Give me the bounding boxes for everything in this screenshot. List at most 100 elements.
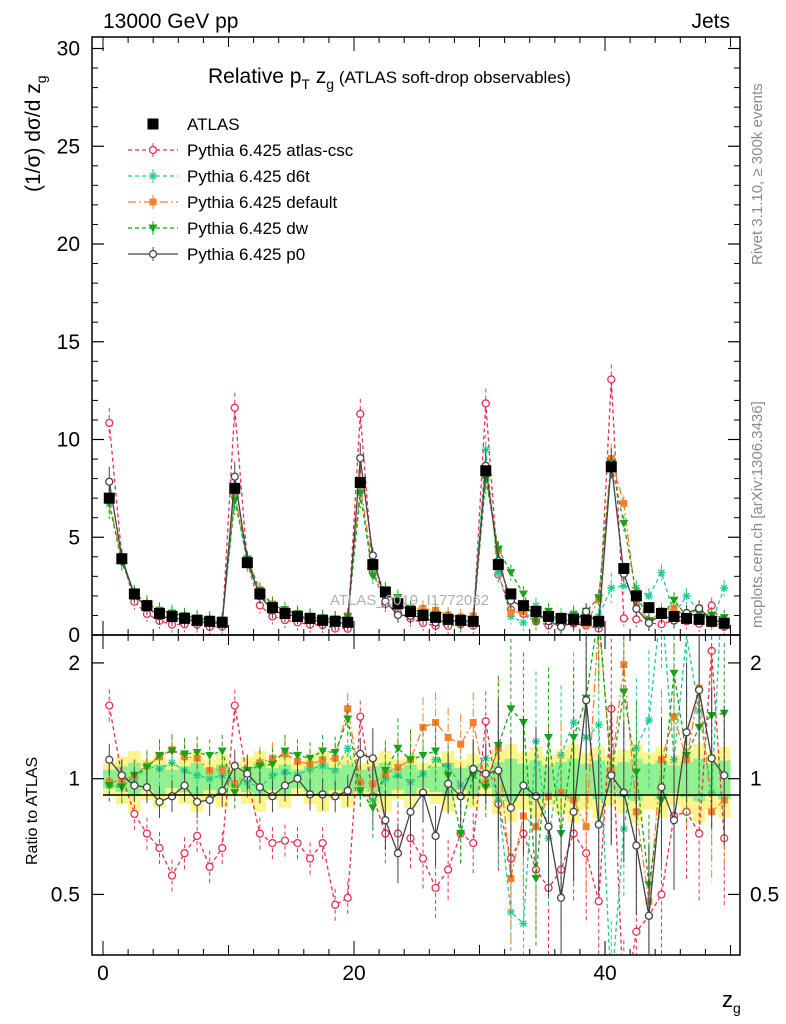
data-point — [148, 145, 158, 155]
data-point — [241, 557, 253, 569]
data-point — [142, 783, 152, 792]
ratio-ylabel: Ratio to ATLAS — [24, 757, 41, 865]
data-point — [443, 865, 453, 874]
data-point — [180, 849, 189, 858]
legend: ATLAS Pythia 6.425 atlas-csc Pythia 6.425 … — [128, 115, 354, 264]
chart-title: Relative pT zg (ATLAS soft-drop observab… — [208, 65, 571, 92]
data-point — [443, 779, 453, 788]
data-point — [619, 688, 629, 697]
legend-entry: Pythia 6.425 dw — [128, 219, 309, 238]
legend-entry: Pythia 6.425 p0 — [128, 245, 305, 264]
data-point — [430, 611, 442, 623]
data-point — [455, 614, 467, 626]
data-point — [193, 771, 202, 780]
data-point — [544, 822, 553, 831]
data-point — [594, 720, 603, 729]
data-point — [230, 472, 239, 481]
data-point — [469, 838, 478, 848]
band-inner — [165, 769, 179, 789]
data-point — [481, 445, 490, 454]
data-point — [280, 836, 290, 845]
data-point — [594, 820, 603, 829]
data-point — [556, 622, 566, 632]
legend-label: Pythia 6.425 atlas-csc — [187, 141, 354, 160]
data-point — [431, 883, 440, 893]
data-point — [694, 829, 704, 838]
data-point — [580, 614, 592, 626]
data-point — [519, 919, 528, 928]
data-point — [481, 717, 490, 726]
data-point — [368, 754, 377, 763]
data-point — [293, 774, 302, 783]
band-inner — [153, 764, 166, 795]
legend-entry: Pythia 6.425 d6t — [128, 167, 310, 186]
ratio-tick-label-left: 1 — [68, 768, 80, 791]
data-point — [706, 615, 718, 627]
legend-entry: Pythia 6.425 default — [128, 193, 338, 212]
ratio-tick-label-left: 0.5 — [51, 883, 80, 906]
data-point — [117, 771, 126, 780]
data-point — [418, 751, 428, 760]
y-tick-label: 10 — [57, 429, 80, 452]
data-point — [280, 747, 290, 756]
data-point — [720, 771, 729, 780]
data-point — [605, 461, 617, 473]
data-point — [531, 792, 541, 801]
series-default — [105, 443, 728, 954]
series-atlas-csc — [105, 364, 729, 954]
series-line-ratio — [108, 650, 725, 954]
data-point — [168, 758, 177, 767]
data-point — [154, 751, 164, 760]
data-point — [618, 563, 630, 575]
data-point — [205, 862, 214, 871]
data-point — [657, 890, 666, 899]
y-tick-label: 25 — [57, 135, 80, 158]
data-point — [305, 754, 315, 763]
data-point — [192, 831, 202, 841]
band-inner — [190, 762, 204, 797]
data-point — [406, 807, 415, 816]
data-point — [148, 224, 158, 233]
data-point — [149, 198, 157, 206]
data-point — [356, 749, 365, 759]
rivet-note: Rivet 3.1.10, ≥ 300k events — [749, 83, 766, 265]
data-point — [418, 854, 428, 863]
data-point — [230, 403, 239, 412]
ratio-panel-frame — [91, 634, 741, 956]
data-point — [669, 596, 679, 605]
data-point — [632, 615, 641, 624]
data-point — [518, 590, 528, 599]
data-point — [632, 841, 641, 850]
data-point — [180, 750, 190, 759]
data-point — [481, 399, 490, 408]
data-point — [230, 761, 239, 770]
data-point — [204, 615, 216, 627]
data-point — [329, 615, 341, 627]
data-point — [293, 838, 302, 848]
data-point — [643, 602, 655, 614]
data-point — [128, 588, 140, 600]
header-left: 13000 GeV pp — [103, 10, 238, 33]
data-point — [392, 598, 404, 610]
data-point — [255, 829, 265, 838]
mcplots-note: mcplots.cern.ch [arXiv:1306.3436] — [749, 401, 766, 628]
legend-entry: ATLAS — [147, 115, 240, 134]
data-point — [230, 789, 240, 798]
data-point — [417, 609, 429, 621]
series-d6t — [105, 434, 729, 954]
data-point — [342, 616, 354, 628]
data-point — [693, 613, 705, 625]
data-point — [431, 747, 441, 756]
data-point — [104, 782, 114, 791]
data-point — [630, 590, 642, 602]
data-point — [404, 606, 416, 618]
data-point — [668, 610, 680, 622]
data-point — [318, 747, 328, 756]
data-point — [130, 781, 139, 790]
data-point — [718, 617, 730, 629]
data-point — [368, 804, 378, 813]
data-point — [517, 600, 529, 612]
data-point — [255, 762, 265, 771]
data-point — [530, 606, 542, 618]
data-point — [147, 118, 159, 130]
